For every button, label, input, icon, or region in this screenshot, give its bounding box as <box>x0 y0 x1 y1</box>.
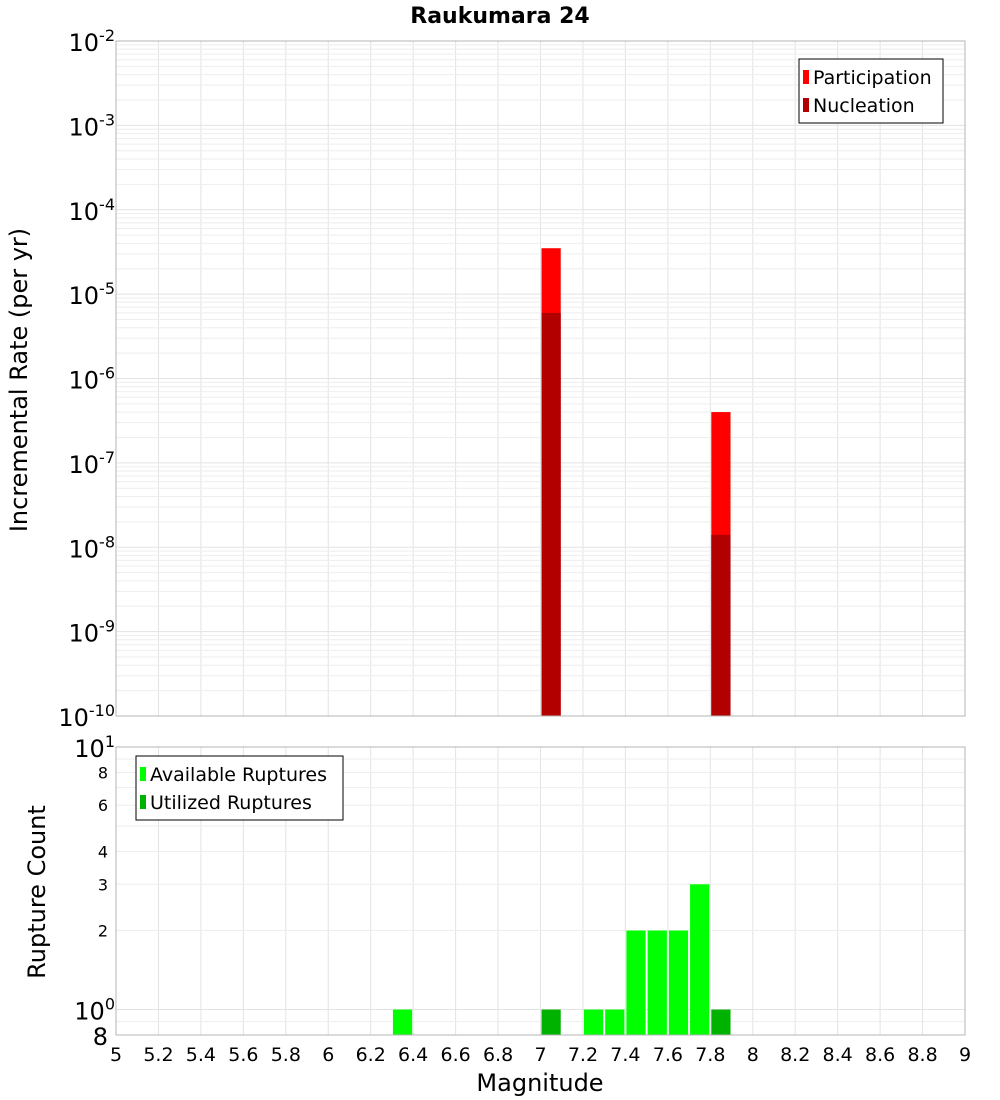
top-y-tick-label-6: 10-8 <box>69 532 116 563</box>
utilized-ruptures-bar-0 <box>541 1009 561 1035</box>
nucleation-bar-1 <box>711 534 731 716</box>
nucleation-bar-0 <box>541 312 561 716</box>
chart-title: Raukumara 24 <box>410 4 589 29</box>
top-legend-swatch-1 <box>803 98 809 112</box>
x-tick-label-9: 6.8 <box>483 1044 513 1066</box>
top-legend-label-0: Participation <box>813 67 932 89</box>
bottom-y-minor-label-0: 8 <box>98 763 108 782</box>
available-ruptures-bar-0 <box>392 1009 413 1035</box>
top-y-tick-label-8: 10-10 <box>58 701 115 732</box>
x-tick-label-12: 7.4 <box>610 1044 640 1066</box>
top-y-axis-label: Incremental Rate (per yr) <box>5 228 33 532</box>
x-tick-label-17: 8.4 <box>823 1044 853 1066</box>
top-y-tick-label-2: 10-4 <box>69 195 116 226</box>
x-tick-label-20: 9 <box>959 1044 971 1066</box>
x-tick-label-19: 8.8 <box>907 1044 937 1066</box>
bottom-y-minor-label-4: 2 <box>98 922 108 941</box>
x-tick-label-11: 7.2 <box>568 1044 598 1066</box>
bottom-legend-swatch-1 <box>140 795 146 809</box>
bottom-legend-label-1: Utilized Ruptures <box>150 792 312 814</box>
x-tick-label-13: 7.6 <box>653 1044 683 1066</box>
x-tick-label-3: 5.6 <box>228 1044 258 1066</box>
x-tick-label-10: 7 <box>534 1044 546 1066</box>
x-tick-label-14: 7.8 <box>695 1044 725 1066</box>
top-legend-label-1: Nucleation <box>813 95 915 117</box>
bottom-y-minor-label-2: 4 <box>98 842 108 861</box>
bottom-plot-frame <box>115 746 966 1036</box>
x-tick-label-7: 6.4 <box>398 1044 428 1066</box>
x-tick-label-15: 8 <box>747 1044 759 1066</box>
x-tick-label-8: 6.6 <box>440 1044 470 1066</box>
bottom-y-floor-label: 8 <box>93 1023 108 1051</box>
bottom-y-tick-label-1: 100 <box>74 995 115 1026</box>
available-ruptures-bar-6 <box>690 884 710 1035</box>
bottom-legend: Available Ruptures Utilized Ruptures <box>135 755 344 821</box>
x-tick-label-2: 5.4 <box>186 1044 216 1066</box>
top-legend-box <box>798 58 944 124</box>
top-legend: Participation Nucleation <box>798 58 944 124</box>
available-ruptures-bar-4 <box>647 930 667 1035</box>
top-y-tick-label-0: 10-2 <box>69 26 116 57</box>
available-ruptures-bar-1 <box>583 1009 604 1035</box>
top-legend-swatch-0 <box>803 70 809 84</box>
utilized-ruptures-bar-1 <box>711 1009 731 1035</box>
top-y-tick-label-1: 10-3 <box>69 110 116 141</box>
x-axis-label: Magnitude <box>476 1069 603 1097</box>
top-y-tick-label-7: 10-9 <box>69 617 116 648</box>
bottom-y-minor-label-1: 6 <box>98 796 108 815</box>
x-tick-label-5: 6 <box>322 1044 334 1066</box>
x-tick-label-6: 6.2 <box>356 1044 386 1066</box>
x-tick-label-18: 8.6 <box>865 1044 895 1066</box>
top-y-tick-label-4: 10-6 <box>69 364 116 395</box>
bottom-legend-swatch-0 <box>140 767 146 781</box>
available-ruptures-bar-3 <box>626 930 646 1035</box>
available-ruptures-bar-5 <box>668 930 689 1035</box>
bottom-y-axis-label: Rupture Count <box>23 805 51 979</box>
top-y-tick-label-3: 10-5 <box>69 279 116 310</box>
bottom-y-minor-label-3: 3 <box>98 875 108 894</box>
x-tick-label-0: 5 <box>110 1044 122 1066</box>
bottom-y-tick-label-0: 101 <box>74 732 115 763</box>
bottom-legend-label-0: Available Ruptures <box>150 764 327 786</box>
x-tick-label-4: 5.8 <box>271 1044 301 1066</box>
top-y-tick-label-5: 10-7 <box>69 448 116 479</box>
bottom-legend-box <box>135 755 344 821</box>
top-plot-frame <box>115 40 966 717</box>
x-tick-label-1: 5.2 <box>143 1044 173 1066</box>
x-tick-label-16: 8.2 <box>780 1044 810 1066</box>
available-ruptures-bar-2 <box>605 1009 625 1035</box>
